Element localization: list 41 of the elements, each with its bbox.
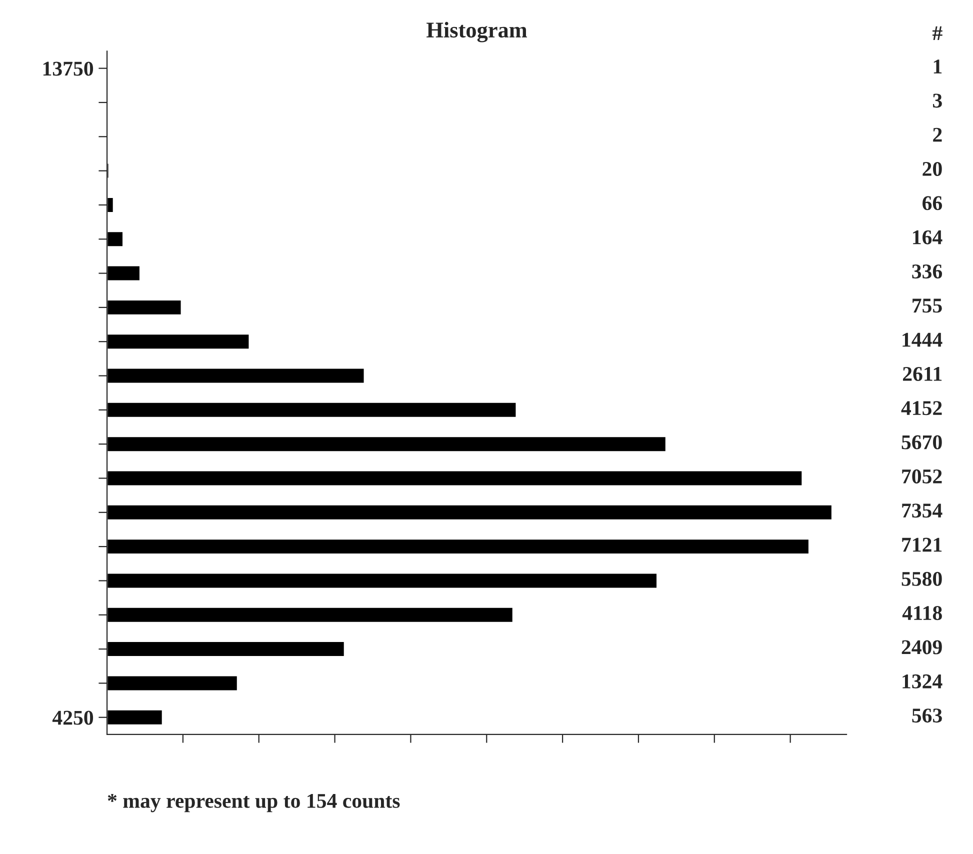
- data-label: 7354: [902, 504, 942, 518]
- bar: [107, 264, 141, 282]
- data-label: 2611: [902, 366, 942, 381]
- bar: [107, 606, 514, 624]
- data-label: 66: [922, 196, 942, 210]
- bar: [107, 402, 518, 418]
- bar: [107, 470, 804, 487]
- data-label: 2409: [902, 640, 942, 654]
- data-label: 336: [912, 264, 942, 278]
- data-label: 4152: [901, 401, 942, 416]
- bar: [107, 640, 346, 658]
- y-tick-label: 13750: [43, 62, 94, 76]
- bar: [107, 436, 667, 452]
- data-label: 7121: [902, 538, 942, 552]
- data-label: 5580: [902, 572, 942, 586]
- y-tick-label: 4250: [52, 710, 94, 725]
- bar: [107, 333, 250, 350]
- data-label: 1444: [902, 332, 942, 347]
- data-label: 2: [933, 128, 942, 142]
- bar: [107, 299, 182, 316]
- bar: [107, 504, 833, 521]
- bar: [107, 572, 658, 590]
- data-label: 1324: [902, 674, 942, 688]
- text: * may represent up to 154 counts: [108, 794, 400, 812]
- bar: [107, 538, 810, 555]
- bar: [107, 674, 238, 692]
- data-label: 5670: [902, 435, 942, 450]
- data-label: 20: [922, 162, 942, 176]
- chart-title: Histogram: [426, 22, 527, 42]
- data-label: 4118: [902, 606, 942, 620]
- data-label: 563: [912, 708, 942, 723]
- text: #: [932, 26, 942, 40]
- data-label: 3: [933, 94, 942, 108]
- bar: [107, 708, 164, 726]
- bar: [107, 230, 124, 248]
- data-label: 1: [934, 60, 942, 74]
- data-label: 164: [913, 230, 942, 244]
- data-label: 755: [912, 298, 942, 313]
- bar: [107, 196, 114, 214]
- bar: [107, 367, 366, 384]
- data-label: 7052: [902, 469, 942, 484]
